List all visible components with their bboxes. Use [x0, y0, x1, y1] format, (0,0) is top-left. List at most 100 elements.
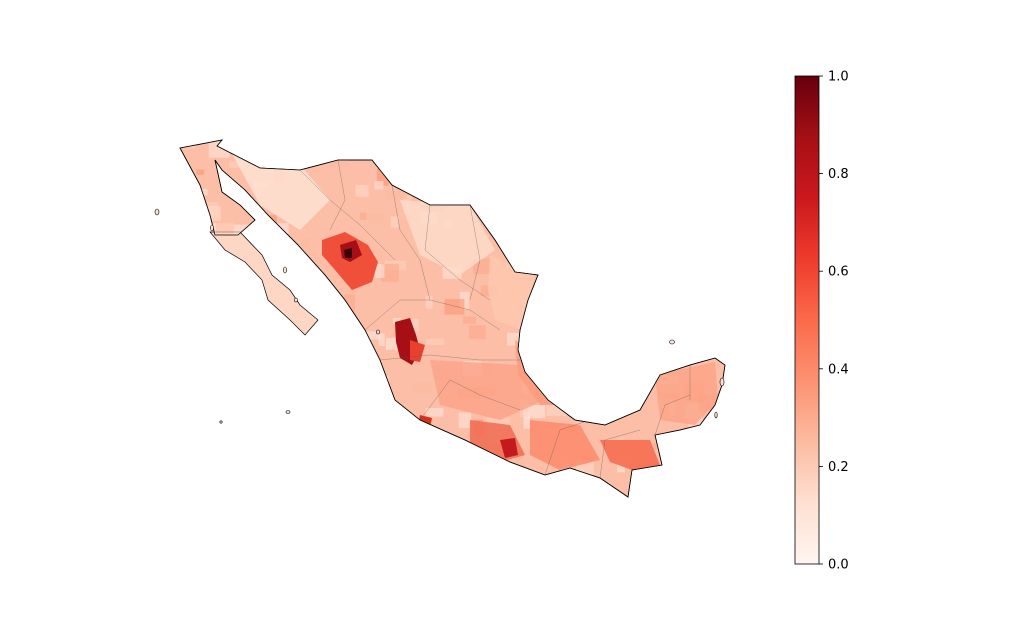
- colorbar-gradient: [794, 75, 820, 565]
- municipality-patch: [186, 498, 196, 512]
- municipality-patch: [426, 338, 445, 346]
- municipality-patch: [394, 144, 408, 156]
- municipality-patch: [340, 498, 347, 504]
- municipality-patch: [652, 443, 670, 451]
- municipality-patch: [573, 483, 590, 497]
- municipality-patch: [656, 435, 678, 451]
- municipality-patch: [463, 316, 476, 324]
- municipality-patch: [592, 385, 615, 393]
- municipality-patch: [196, 309, 213, 317]
- oaxaca-region: [530, 420, 600, 470]
- municipality-patch: [284, 404, 300, 424]
- municipality-patch: [586, 477, 597, 496]
- municipality-patch: [196, 169, 205, 175]
- municipality-patch: [301, 237, 311, 254]
- municipality-patch: [626, 352, 647, 360]
- municipality-patch: [180, 362, 192, 378]
- municipality-patch: [355, 184, 369, 197]
- municipality-patch: [500, 226, 514, 241]
- municipality-patch: [593, 401, 609, 416]
- municipality-patch: [654, 497, 677, 513]
- municipality-patch: [281, 441, 294, 461]
- municipality-patch: [378, 333, 385, 347]
- municipality-patch: [572, 344, 591, 362]
- state-borders: [244, 159, 691, 479]
- municipality-patch: [499, 482, 512, 488]
- coahuila-light-region: [400, 200, 495, 275]
- municipality-patch: [374, 264, 385, 279]
- municipality-patch: [530, 471, 537, 490]
- municipality-patch: [381, 263, 399, 282]
- municipality-patch: [679, 227, 697, 234]
- municipality-patch: [558, 371, 576, 390]
- municipality-patch: [571, 332, 586, 351]
- municipality-patch: [713, 195, 725, 210]
- isla-mujeres: [714, 411, 718, 419]
- gulf-island-1: [283, 266, 287, 274]
- municipality-patch: [230, 368, 244, 380]
- municipality-patch: [425, 407, 444, 417]
- municipality-patch: [605, 378, 629, 384]
- municipality-patch: [701, 483, 709, 490]
- municipality-patch: [185, 357, 209, 366]
- municipality-patch: [536, 285, 555, 292]
- municipality-patch: [444, 498, 451, 509]
- municipality-patch: [180, 471, 192, 480]
- baja-california-sur: [209, 231, 319, 336]
- municipality-patch: [319, 318, 330, 335]
- municipality-patch: [579, 262, 601, 268]
- municipality-patch: [344, 335, 355, 351]
- municipality-patch: [469, 325, 486, 340]
- municipality-patch: [390, 423, 407, 443]
- arrecife-alacranes: [669, 339, 675, 345]
- municipality-patch: [412, 382, 433, 394]
- municipality-patch: [712, 343, 725, 353]
- municipality-patch: [325, 349, 340, 365]
- sonora-light-region: [230, 150, 330, 230]
- colorbar-tick-label: 0.2: [828, 460, 849, 475]
- municipality-patch: [632, 469, 655, 485]
- municipality-patch: [592, 171, 604, 183]
- municipality-patch: [390, 216, 399, 228]
- yucatan-region: [655, 362, 718, 425]
- socorro-island: [219, 420, 223, 424]
- municipality-patch: [518, 475, 540, 494]
- municipality-patch: [413, 451, 434, 468]
- mainland-coastline: [179, 139, 726, 498]
- municipality-patch: [459, 291, 470, 310]
- municipality-patch: [197, 317, 210, 329]
- municipality-patch: [543, 169, 561, 188]
- central-belt: [430, 360, 545, 420]
- municipality-patch: [663, 446, 677, 458]
- municipality-patch: [319, 457, 341, 472]
- municipality-patch: [568, 493, 590, 497]
- municipality-patch: [200, 188, 208, 196]
- tamaulipas-region: [488, 255, 535, 330]
- municipality-patch: [572, 319, 580, 326]
- municipality-patch: [523, 412, 530, 429]
- municipality-patch: [309, 377, 324, 384]
- revillagigedo-island: [285, 410, 291, 414]
- municipality-patch: [328, 154, 350, 166]
- municipality-patch: [642, 238, 654, 246]
- municipality-patch: [697, 453, 721, 462]
- municipality-patch: [551, 367, 561, 386]
- guerrero-hotspot: [500, 438, 518, 458]
- municipality-patch: [712, 459, 725, 478]
- municipality-patch: [318, 351, 331, 361]
- municipality-patch: [362, 331, 380, 340]
- municipality-patch: [546, 405, 568, 416]
- municipality-patch: [229, 161, 245, 168]
- municipality-patch: [250, 312, 266, 318]
- municipality-patch: [650, 194, 675, 206]
- municipality-patch: [444, 299, 465, 315]
- municipality-patch: [281, 330, 290, 337]
- municipality-patch: [406, 168, 419, 179]
- municipality-patch: [293, 159, 307, 166]
- municipality-patch: [419, 467, 434, 483]
- municipality-patch: [343, 294, 356, 313]
- municipality-patch: [336, 493, 347, 497]
- municipality-patch: [300, 366, 317, 378]
- municipality-patch: [529, 321, 546, 333]
